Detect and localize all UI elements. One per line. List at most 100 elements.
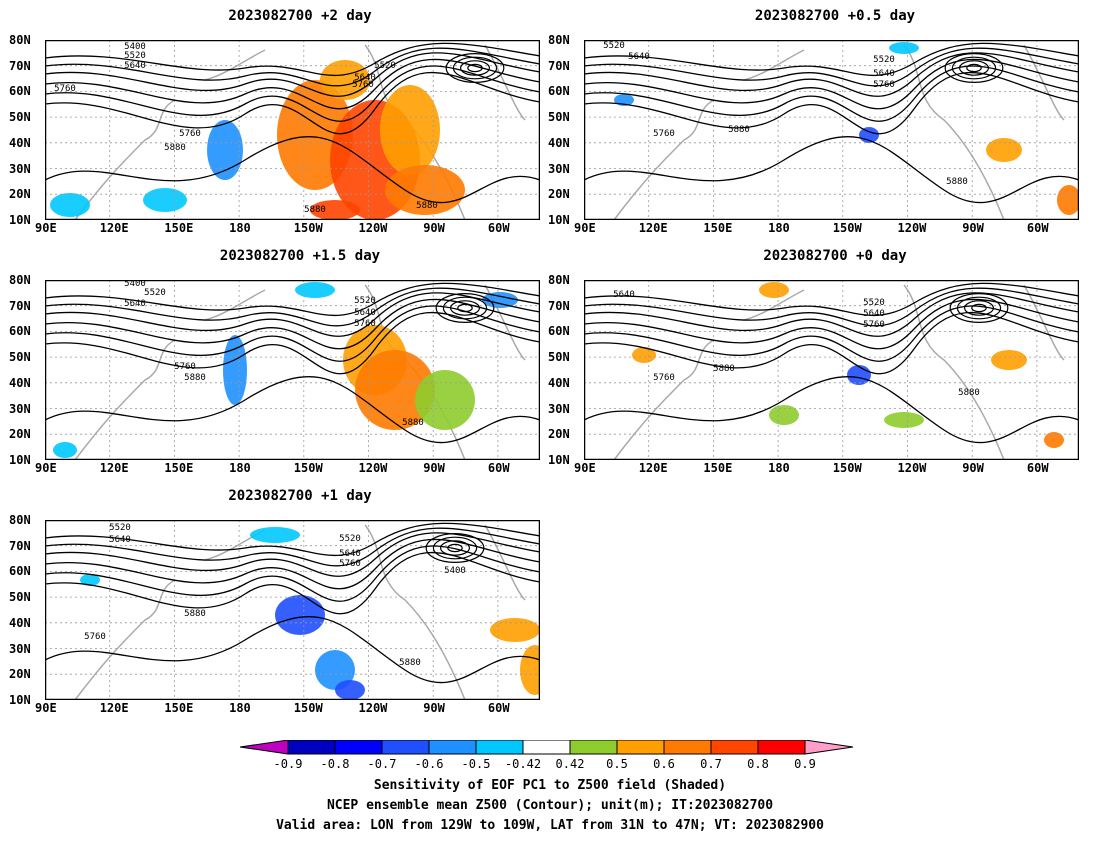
panel-title-plus0-5: 2023082700 +0.5 day	[754, 8, 916, 24]
lat-label: 70N	[9, 298, 31, 313]
colorbar-tick-label: 0.42	[556, 757, 585, 771]
lat-label: 70N	[548, 298, 570, 313]
contour-label: 5760	[863, 320, 885, 330]
contour-label: 5400	[124, 280, 146, 289]
colorbar-swatch	[710, 740, 759, 755]
contour-label: 5760	[174, 362, 196, 372]
colorbar-swatch	[616, 740, 665, 755]
colorbar-swatch	[287, 740, 336, 755]
lon-label: 180	[768, 221, 790, 235]
contour-label: 5880	[958, 388, 980, 398]
lon-label: 150W	[293, 701, 323, 715]
lon-label: 90W	[962, 221, 984, 235]
contour-label: 5520	[603, 41, 625, 51]
lon-label: 150W	[832, 461, 862, 475]
lon-label: 150E	[703, 461, 733, 475]
lon-label: 90E	[574, 461, 596, 475]
panel-title-plus0: 2023082700 +0 day	[763, 248, 907, 264]
lon-label: 120W	[897, 461, 927, 475]
colorbar-swatch	[757, 740, 806, 755]
lon-label: 90E	[35, 461, 57, 475]
contour-label: 5640	[354, 73, 376, 83]
lon-label: 180	[229, 221, 251, 235]
lon-label: 90E	[35, 701, 57, 715]
lon-label: 150W	[832, 221, 862, 235]
lon-label: 150E	[164, 221, 194, 235]
lat-label: 60N	[548, 84, 570, 99]
lon-label: 150E	[164, 461, 194, 475]
lon-label: 60W	[487, 701, 510, 715]
lat-label: 60N	[9, 564, 31, 579]
colorbar-tick-label: -0.42	[505, 757, 541, 771]
colorbar-tick-label: -0.8	[321, 757, 350, 771]
lat-label: 10N	[9, 212, 31, 227]
contour-label: 5640	[109, 535, 131, 545]
lat-label: 40N	[548, 375, 570, 390]
lat-label: 30N	[9, 641, 31, 656]
lat-label: 60N	[9, 84, 31, 99]
lat-label: 80N	[9, 33, 31, 47]
lon-label: 90E	[35, 221, 57, 235]
lat-label: 60N	[9, 324, 31, 339]
contour-label: 5640	[124, 299, 146, 309]
contour-label: 5880	[728, 125, 750, 135]
lat-label: 10N	[9, 692, 31, 707]
contour-label: 5640	[354, 308, 376, 318]
lat-label: 50N	[9, 350, 31, 365]
panel-title-plus1: 2023082700 +1 day	[228, 488, 372, 504]
contour-label: 5520	[144, 288, 166, 298]
colorbar-tick-label: -0.7	[368, 757, 397, 771]
lon-label: 180	[768, 461, 790, 475]
lon-label: 90W	[423, 701, 445, 715]
contour-label: 5880	[164, 143, 186, 153]
lon-label: 60W	[1026, 461, 1049, 475]
caption-line-2: NCEP ensemble mean Z500 (Contour); unit(…	[326, 798, 774, 813]
contour-label: 5520	[374, 61, 396, 71]
contour-label: 5880	[304, 205, 326, 215]
lat-label: 20N	[9, 427, 31, 442]
contour-label: 5760	[653, 373, 675, 383]
contour-label: 5520	[863, 298, 885, 308]
contour-label: 5880	[184, 609, 206, 619]
contour-label: 5880	[402, 418, 424, 428]
lat-label: 20N	[9, 667, 31, 682]
colorbar-tick-label: 0.5	[606, 757, 628, 771]
lon-label: 90W	[423, 461, 445, 475]
contour-label: 5760	[873, 80, 895, 90]
contour-label: 5520	[124, 51, 146, 61]
lat-label: 80N	[548, 273, 570, 287]
lon-label: 90W	[962, 461, 984, 475]
colorbar-tick-label: -0.9	[274, 757, 303, 771]
colorbar-tick-label: 0.9	[794, 757, 816, 771]
lon-label: 120E	[99, 701, 129, 715]
lon-label: 60W	[487, 461, 510, 475]
lat-label: 30N	[9, 161, 31, 176]
lon-label: 60W	[1026, 221, 1049, 235]
colorbar-swatch	[381, 740, 430, 755]
contour-label: 5760	[54, 84, 76, 94]
lon-label: 120E	[638, 221, 668, 235]
lat-label: 40N	[548, 135, 570, 150]
lon-label: 150E	[164, 701, 194, 715]
contour-label: 5760	[352, 80, 374, 90]
lat-label: 40N	[9, 135, 31, 150]
contour-label: 5520	[109, 523, 131, 533]
contour-label: 5640	[863, 309, 885, 319]
contour-label: 5640	[339, 549, 361, 559]
lon-label: 120W	[358, 701, 388, 715]
colorbar-tick-label: 0.6	[653, 757, 675, 771]
lon-label: 150W	[293, 461, 323, 475]
lon-label: 90W	[423, 221, 445, 235]
colorbar-swatch	[428, 740, 477, 755]
lon-label: 60W	[487, 221, 510, 235]
lon-label: 90E	[574, 221, 596, 235]
colorbar-tick-label: -0.5	[462, 757, 491, 771]
lat-label: 80N	[9, 273, 31, 287]
lat-label: 50N	[548, 350, 570, 365]
contour-label: 5760	[179, 129, 201, 139]
lon-label: 180	[229, 461, 251, 475]
